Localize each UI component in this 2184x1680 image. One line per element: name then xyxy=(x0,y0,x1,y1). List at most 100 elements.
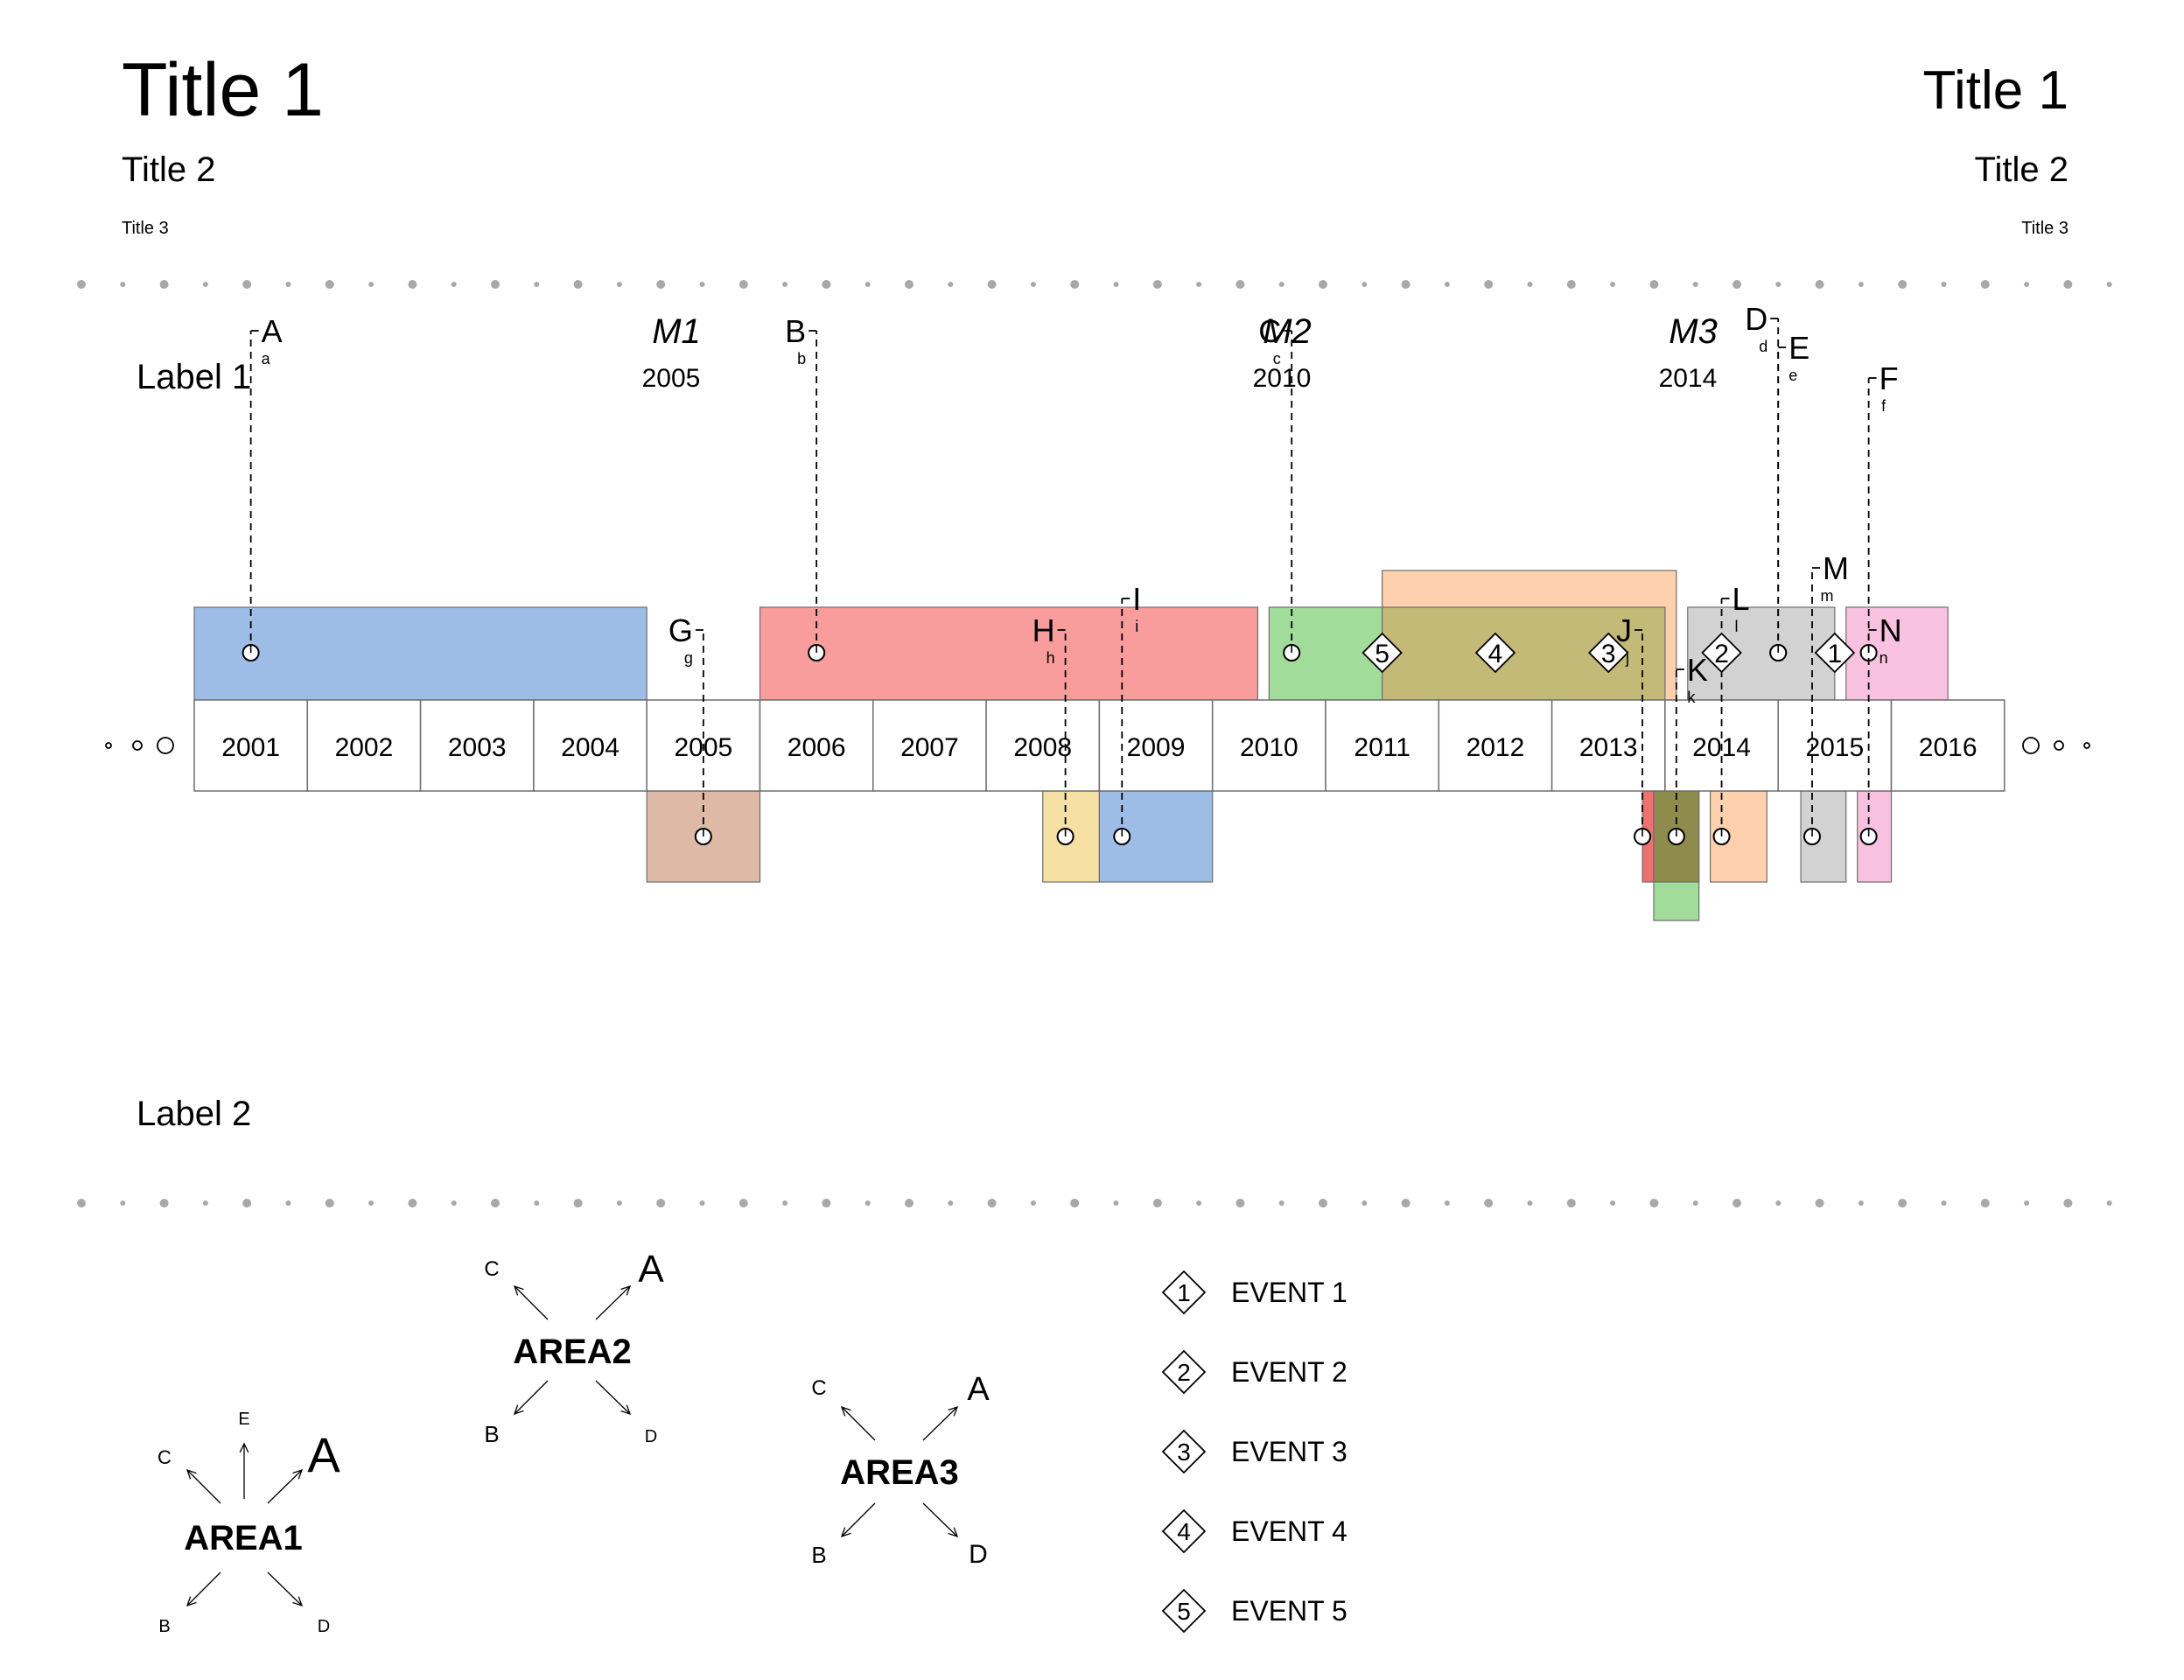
year-cell xyxy=(1777,699,1893,792)
separator-dot xyxy=(987,280,997,289)
area-arrow-shaft xyxy=(841,1502,876,1537)
axis-dot-right xyxy=(2022,737,2040,754)
separator-dot xyxy=(1566,1199,1576,1208)
area-arrow-head xyxy=(948,1405,959,1417)
separator-dot xyxy=(1484,1199,1494,1208)
event-diamond-number: 4 xyxy=(1488,640,1503,668)
label-1: Label 1 xyxy=(136,358,251,396)
event-diamond xyxy=(1587,632,1629,674)
legend-label: EVENT 1 xyxy=(1231,1277,1348,1308)
separator-dot xyxy=(1444,282,1450,287)
area-arrow-shaft xyxy=(186,1572,221,1606)
year-label: 2010 xyxy=(1240,733,1298,762)
area-label-b: B xyxy=(484,1421,499,1447)
event-sublabel: m xyxy=(1820,587,1833,605)
separator-dot xyxy=(1070,280,1080,289)
area-arrow-shaft xyxy=(514,1285,549,1320)
axis-dot-left xyxy=(132,740,143,751)
event-label: D xyxy=(1745,301,1768,337)
year-cell xyxy=(1325,699,1440,792)
separator-dot xyxy=(864,1200,871,1206)
separator-dot xyxy=(120,1200,126,1206)
event-label: H xyxy=(1032,612,1055,648)
area-arrow-head xyxy=(840,1405,851,1417)
separator-dot xyxy=(77,280,86,289)
separator-dot xyxy=(948,282,954,287)
milestone-name: M1 xyxy=(652,312,701,351)
title3-left: Title 3 xyxy=(122,219,169,238)
separator-dot xyxy=(699,1200,705,1206)
lower-spans xyxy=(646,790,1893,921)
separator-dot xyxy=(1236,1199,1245,1208)
separator-dot xyxy=(1732,1199,1741,1208)
event-sublabel: e xyxy=(1788,367,1797,384)
separator-dot xyxy=(285,1200,291,1206)
event-diamond xyxy=(1474,632,1516,674)
separator-dot xyxy=(408,1199,417,1208)
separator-dot xyxy=(1236,280,1245,289)
separator-dot xyxy=(616,282,622,287)
year-cell xyxy=(759,699,874,792)
separator-dot xyxy=(1941,1200,1947,1206)
event-label: L xyxy=(1732,581,1750,617)
separator-dot xyxy=(1030,282,1036,287)
separator-dot xyxy=(1196,1200,1202,1206)
area-arrow-shaft xyxy=(922,1406,958,1441)
area-label-a: A xyxy=(967,1371,990,1408)
axis-dot-right xyxy=(2083,742,2090,749)
event-legend: 1 EVENT 1 2 EVENT 2 3 EVENT 3 4 EVENT 4 5 EVENT 5 xyxy=(1161,1270,1348,1634)
separator-dot xyxy=(987,1199,997,1208)
legend-diamond xyxy=(1161,1508,1207,1554)
separator-dot xyxy=(1113,282,1119,287)
event-sublabel: g xyxy=(684,649,693,667)
year-label: 2004 xyxy=(561,733,620,762)
event-sublabel: h xyxy=(1046,649,1055,667)
event-sublabel: c xyxy=(1273,350,1281,368)
event-sublabel: d xyxy=(1759,338,1768,355)
separator-dot xyxy=(1566,280,1576,289)
event-diamond-number: 5 xyxy=(1375,640,1390,668)
separator-dot xyxy=(1484,280,1494,289)
year-label: 2016 xyxy=(1919,733,1978,762)
separator-dot xyxy=(1278,282,1284,287)
separator-dot xyxy=(1152,1199,1162,1208)
separator-dot xyxy=(1196,282,1202,287)
year-label: 2002 xyxy=(335,733,394,762)
area-label-c: C xyxy=(158,1446,172,1468)
separator-dot xyxy=(451,1200,457,1206)
separator-dot xyxy=(1113,1200,1119,1206)
separator-dot xyxy=(1527,282,1533,287)
area-label-d: D xyxy=(318,1617,330,1636)
separator-dot xyxy=(822,280,831,289)
event-label: M xyxy=(1823,550,1849,586)
event-label: A xyxy=(262,313,283,349)
separator-bottom xyxy=(77,1199,2112,1208)
separator-dot xyxy=(1775,1200,1782,1206)
legend-diamond xyxy=(1161,1349,1207,1395)
separator-dot xyxy=(1401,1199,1410,1208)
legend-number: 5 xyxy=(1177,1598,1191,1625)
legend-label: EVENT 4 xyxy=(1231,1516,1348,1547)
area-arrow-shaft xyxy=(922,1502,958,1537)
year-cell xyxy=(872,699,987,792)
event-diamond xyxy=(1701,632,1742,674)
event-label: J xyxy=(1616,612,1632,648)
event-label: B xyxy=(785,313,806,349)
separator-dot xyxy=(1362,1200,1368,1206)
area-label-d: D xyxy=(969,1540,988,1569)
separator-dot xyxy=(1732,280,1741,289)
separator-dot xyxy=(1610,1200,1616,1206)
event-label: F xyxy=(1880,360,1899,396)
area-arrow-head xyxy=(513,1284,524,1296)
separator-dot xyxy=(1775,282,1782,287)
separator-dot xyxy=(1815,1199,1824,1208)
separator-dot xyxy=(822,1199,831,1208)
area-arrow-head xyxy=(620,1284,632,1296)
event-sublabel: l xyxy=(1735,618,1739,635)
separator-dot xyxy=(368,1200,374,1206)
separator-dot xyxy=(451,282,457,287)
event-diamond xyxy=(1814,632,1856,674)
label-2: Label 2 xyxy=(136,1095,251,1133)
year-label: 2009 xyxy=(1127,733,1186,762)
year-label: 2001 xyxy=(221,733,280,762)
